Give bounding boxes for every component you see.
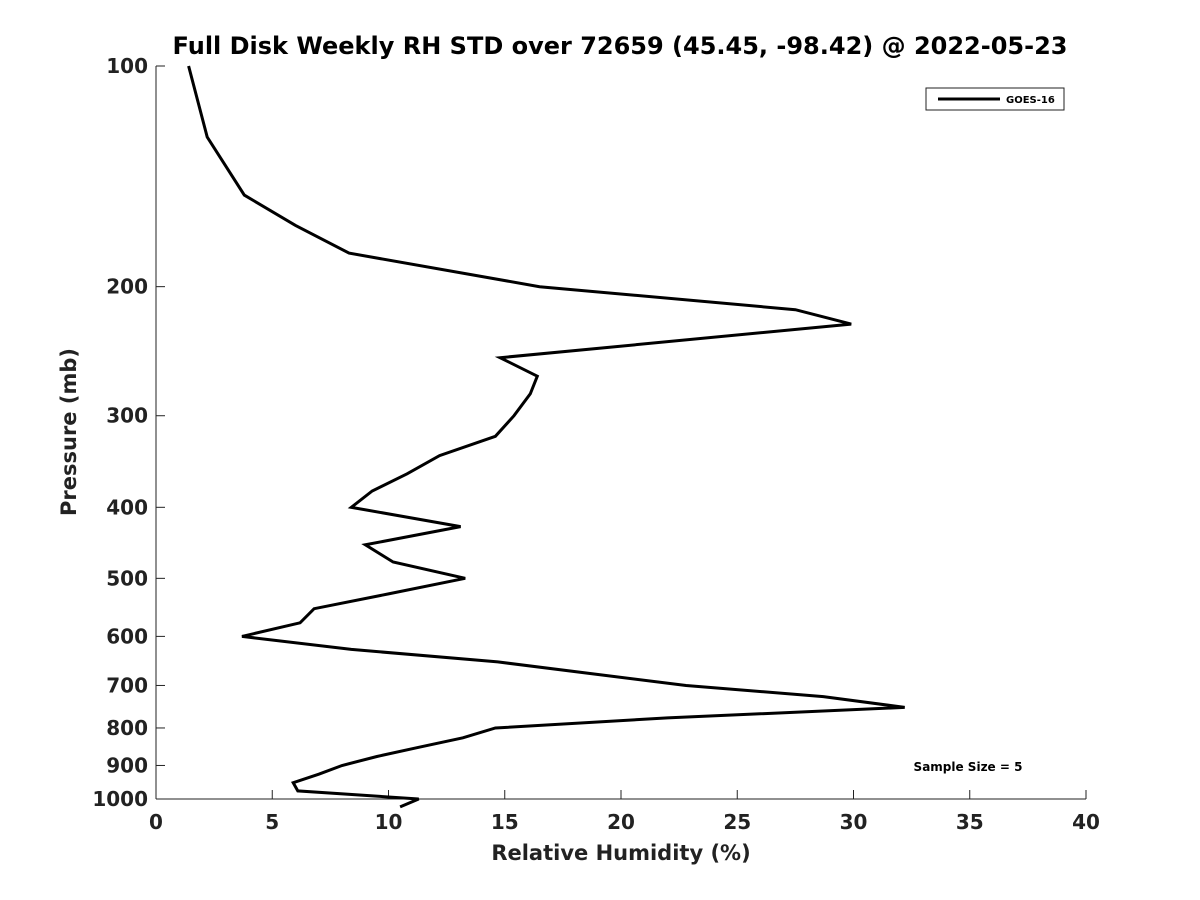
y-tick-label: 900 (106, 753, 148, 777)
y-tick-label: 600 (106, 624, 148, 648)
y-tick-label: 400 (106, 495, 148, 519)
y-tick-label: 200 (106, 275, 148, 299)
x-tick-label: 30 (840, 810, 868, 834)
x-tick-label: 20 (607, 810, 635, 834)
legend: GOES-16 (925, 87, 1065, 111)
x-tick-label: 5 (265, 810, 279, 834)
x-tick-label: 10 (375, 810, 403, 834)
x-axis-ticks: 0 5 10 15 20 25 30 35 40 (149, 790, 1100, 834)
y-tick-label: 1000 (92, 787, 148, 811)
sample-size-annotation: Sample Size = 5 (914, 760, 1023, 774)
chart-title: Full Disk Weekly RH STD over 72659 (45.4… (173, 32, 1068, 60)
legend-label-goes-16: GOES-16 (1006, 95, 1055, 106)
x-tick-label: 25 (723, 810, 751, 834)
x-tick-label: 35 (956, 810, 984, 834)
y-tick-label: 700 (106, 673, 148, 697)
x-tick-label: 0 (149, 810, 163, 834)
series-layer (187, 65, 905, 809)
y-tick-label: 100 (106, 54, 148, 78)
series-line-goes-16 (187, 65, 905, 809)
y-axis-label: Pressure (mb) (57, 348, 81, 516)
x-tick-label: 40 (1072, 810, 1100, 834)
y-tick-label: 300 (106, 404, 148, 428)
y-tick-label: 500 (106, 566, 148, 590)
x-axis-label: Relative Humidity (%) (491, 841, 750, 865)
y-axis-ticks: 100 200 300 400 500 600 700 800 900 1000 (92, 54, 165, 811)
y-tick-label: 800 (106, 716, 148, 740)
x-tick-label: 15 (491, 810, 519, 834)
